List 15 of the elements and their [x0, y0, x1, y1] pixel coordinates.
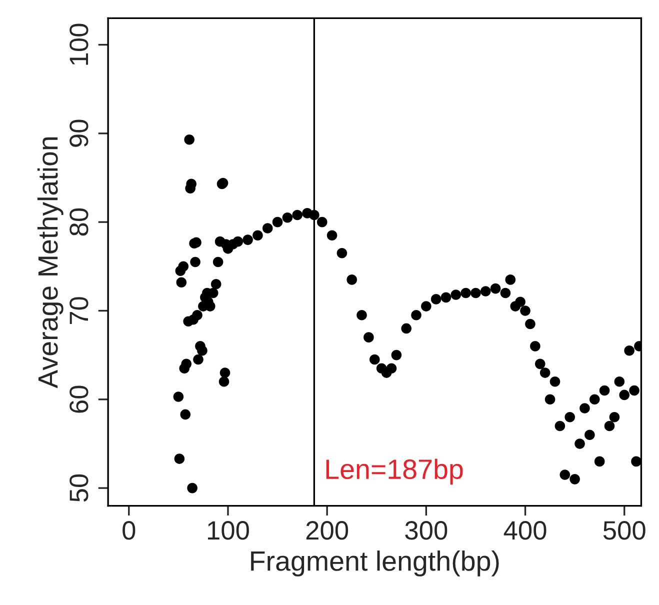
- x-tick-label: 500: [603, 521, 646, 540]
- y-tick-label: 60: [70, 386, 88, 413]
- y-tick-label: 80: [70, 208, 88, 236]
- y-tick-label: 90: [70, 120, 88, 147]
- x-axis-title: Fragment length(bp): [251, 550, 499, 576]
- x-tick-label: 100: [208, 521, 249, 540]
- ref-line-label: Len=187bp: [326, 458, 463, 485]
- x-tick-label: 0: [122, 521, 136, 540]
- y-tick-label: 70: [70, 297, 88, 324]
- y-tick-label: 100: [70, 24, 88, 65]
- x-tick-label: 200: [306, 521, 348, 540]
- x-tick-label: 300: [405, 521, 448, 540]
- y-tick-label: 50: [70, 474, 88, 502]
- y-axis-title: Average Methylation: [37, 137, 64, 388]
- x-tick-label: 400: [504, 521, 546, 540]
